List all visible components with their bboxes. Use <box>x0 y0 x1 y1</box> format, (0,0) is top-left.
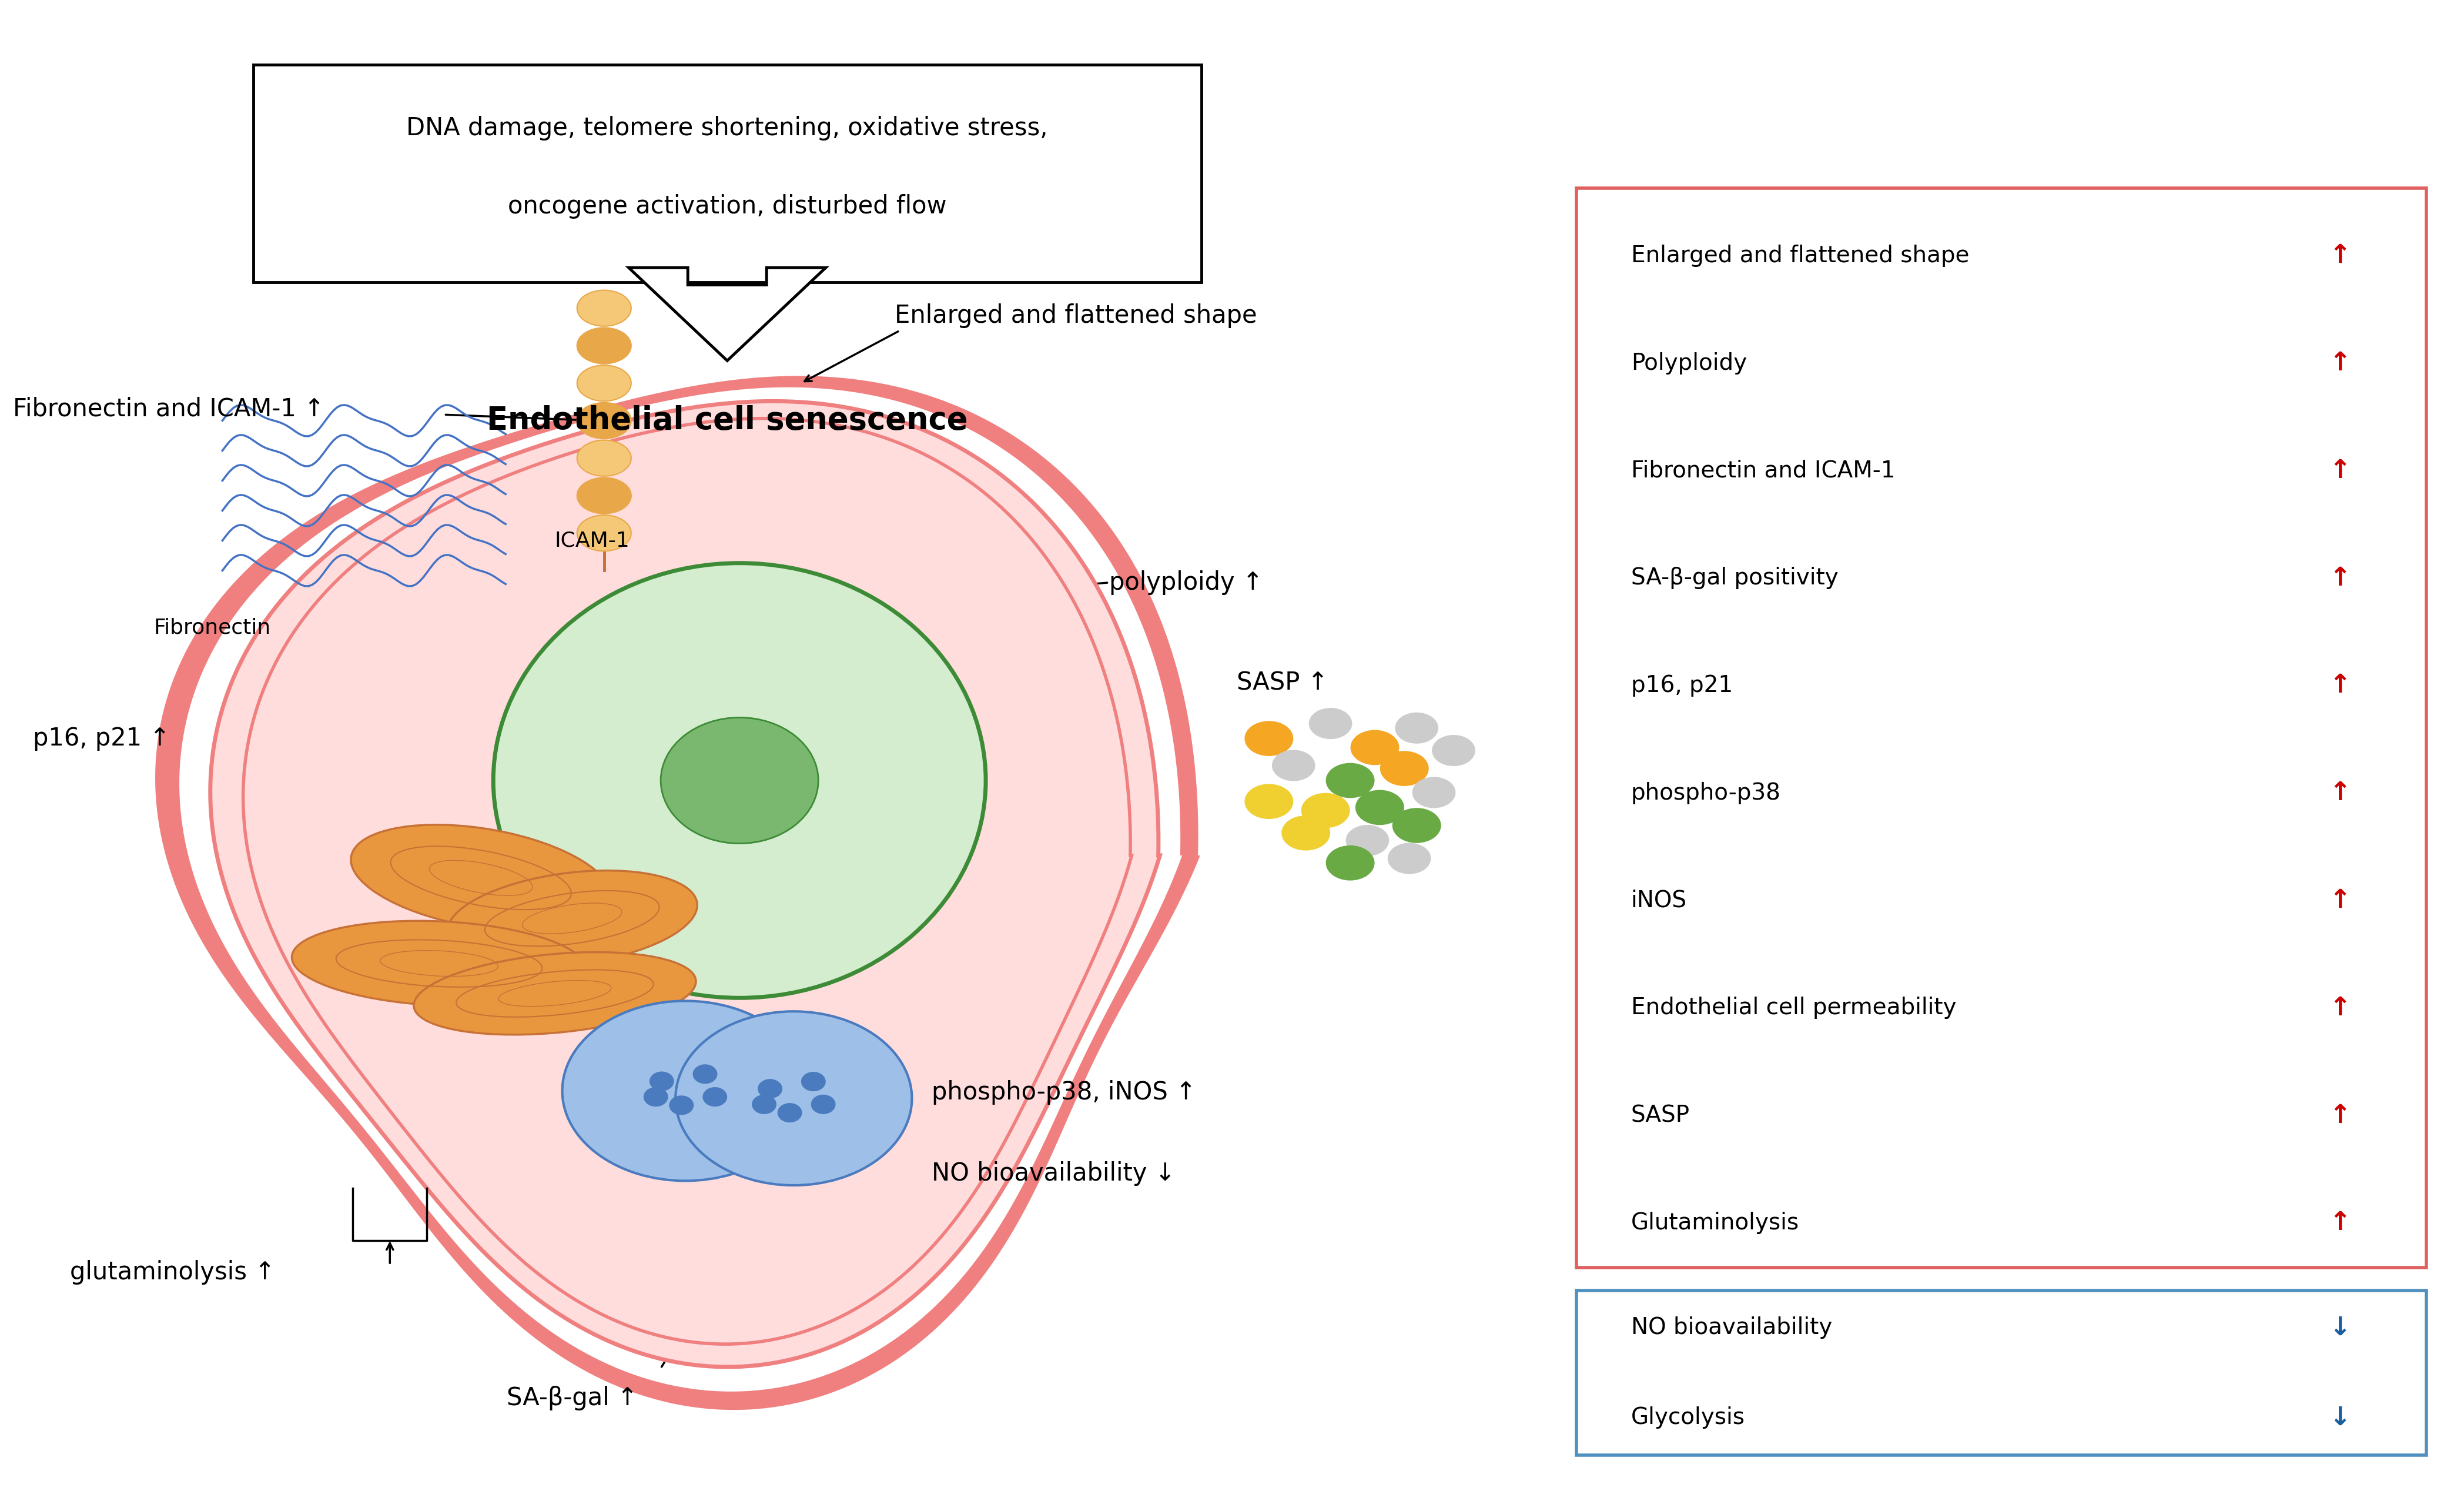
Ellipse shape <box>1308 708 1353 738</box>
Text: Enlarged and flattened shape: Enlarged and flattened shape <box>894 303 1257 329</box>
Ellipse shape <box>1271 750 1316 781</box>
Text: NO bioavailability: NO bioavailability <box>1631 1316 1833 1339</box>
Text: ↑: ↑ <box>2328 566 2351 591</box>
Text: Fibronectin and ICAM-1 ↑: Fibronectin and ICAM-1 ↑ <box>12 396 325 420</box>
Ellipse shape <box>1281 815 1331 851</box>
Text: ↑: ↑ <box>2328 458 2351 483</box>
Ellipse shape <box>1392 808 1441 844</box>
Text: Fibronectin and ICAM-1: Fibronectin and ICAM-1 <box>1631 459 1895 482</box>
Ellipse shape <box>291 920 586 1006</box>
Polygon shape <box>628 267 825 360</box>
Text: phospho-p38, iNOS ↑: phospho-p38, iNOS ↑ <box>931 1081 1195 1105</box>
FancyBboxPatch shape <box>1577 188 2427 1268</box>
Text: Enlarged and flattened shape: Enlarged and flattened shape <box>1631 245 1969 267</box>
Text: phospho-p38: phospho-p38 <box>1631 782 1781 805</box>
Text: iNOS: iNOS <box>1631 889 1688 911</box>
Text: p16, p21: p16, p21 <box>1631 674 1732 696</box>
Ellipse shape <box>702 1087 727 1106</box>
Ellipse shape <box>1326 845 1375 881</box>
Text: ↑: ↑ <box>2328 672 2351 698</box>
Ellipse shape <box>692 1064 717 1084</box>
Text: polyploidy ↑: polyploidy ↑ <box>1109 570 1262 594</box>
Ellipse shape <box>1395 713 1439 743</box>
Text: ↓: ↓ <box>2328 1315 2351 1340</box>
Ellipse shape <box>1412 778 1456 808</box>
Text: NO bioavailability ↓: NO bioavailability ↓ <box>931 1160 1175 1186</box>
Text: Endothelial cell permeability: Endothelial cell permeability <box>1631 997 1956 1019</box>
Ellipse shape <box>1355 790 1404 826</box>
Text: SA-β-gal positivity: SA-β-gal positivity <box>1631 567 1838 590</box>
Ellipse shape <box>660 717 818 844</box>
Text: SASP: SASP <box>1631 1105 1690 1127</box>
Ellipse shape <box>801 1072 825 1091</box>
Text: ↑: ↑ <box>2328 243 2351 269</box>
Ellipse shape <box>811 1094 835 1114</box>
Ellipse shape <box>643 1087 668 1106</box>
Ellipse shape <box>446 871 697 967</box>
Ellipse shape <box>1345 826 1390 856</box>
Ellipse shape <box>752 1094 776 1114</box>
Ellipse shape <box>577 327 631 363</box>
Ellipse shape <box>1301 793 1350 829</box>
Text: ↑: ↑ <box>2328 1210 2351 1235</box>
Text: SA-β-gal ↑: SA-β-gal ↑ <box>508 1385 638 1411</box>
Text: glutaminolysis ↑: glutaminolysis ↑ <box>69 1259 276 1285</box>
Ellipse shape <box>779 1103 803 1123</box>
Ellipse shape <box>577 440 631 476</box>
Text: SASP ↑: SASP ↑ <box>1237 671 1328 695</box>
FancyBboxPatch shape <box>254 65 1202 282</box>
Ellipse shape <box>1244 784 1294 820</box>
Ellipse shape <box>675 1012 912 1186</box>
Text: ↑: ↑ <box>2328 781 2351 806</box>
Text: ↑: ↑ <box>2328 1103 2351 1127</box>
Polygon shape <box>180 387 1183 1391</box>
Text: ↓: ↓ <box>2328 1405 2351 1430</box>
Ellipse shape <box>1244 720 1294 757</box>
Ellipse shape <box>1387 844 1432 874</box>
Ellipse shape <box>1326 763 1375 799</box>
Text: ICAM-1: ICAM-1 <box>554 530 631 551</box>
Ellipse shape <box>650 1072 675 1091</box>
Ellipse shape <box>414 952 695 1034</box>
Text: DNA damage, telomere shortening, oxidative stress,: DNA damage, telomere shortening, oxidati… <box>407 116 1047 141</box>
Ellipse shape <box>670 1096 695 1115</box>
Ellipse shape <box>577 515 631 551</box>
Polygon shape <box>209 401 1161 1367</box>
Text: ↑: ↑ <box>2328 887 2351 913</box>
Text: Glycolysis: Glycolysis <box>1631 1406 1745 1429</box>
Ellipse shape <box>1380 750 1429 787</box>
Text: Endothelial cell senescence: Endothelial cell senescence <box>488 405 968 435</box>
Ellipse shape <box>577 402 631 438</box>
Text: Glutaminolysis: Glutaminolysis <box>1631 1211 1799 1234</box>
Ellipse shape <box>493 563 986 998</box>
Text: Polyploidy: Polyploidy <box>1631 353 1747 374</box>
Polygon shape <box>155 375 1200 1409</box>
Text: Fibronectin: Fibronectin <box>153 617 271 638</box>
Ellipse shape <box>759 1079 784 1099</box>
Text: oncogene activation, disturbed flow: oncogene activation, disturbed flow <box>508 194 946 219</box>
Text: p16, p21 ↑: p16, p21 ↑ <box>32 726 170 750</box>
Text: ↑: ↑ <box>2328 351 2351 375</box>
Ellipse shape <box>577 365 631 401</box>
Ellipse shape <box>1432 735 1476 766</box>
Ellipse shape <box>577 477 631 513</box>
Text: ↑: ↑ <box>2328 995 2351 1021</box>
FancyBboxPatch shape <box>1577 1291 2427 1454</box>
Ellipse shape <box>350 824 611 931</box>
Ellipse shape <box>562 1001 808 1181</box>
Ellipse shape <box>577 290 631 326</box>
Ellipse shape <box>1350 729 1400 766</box>
